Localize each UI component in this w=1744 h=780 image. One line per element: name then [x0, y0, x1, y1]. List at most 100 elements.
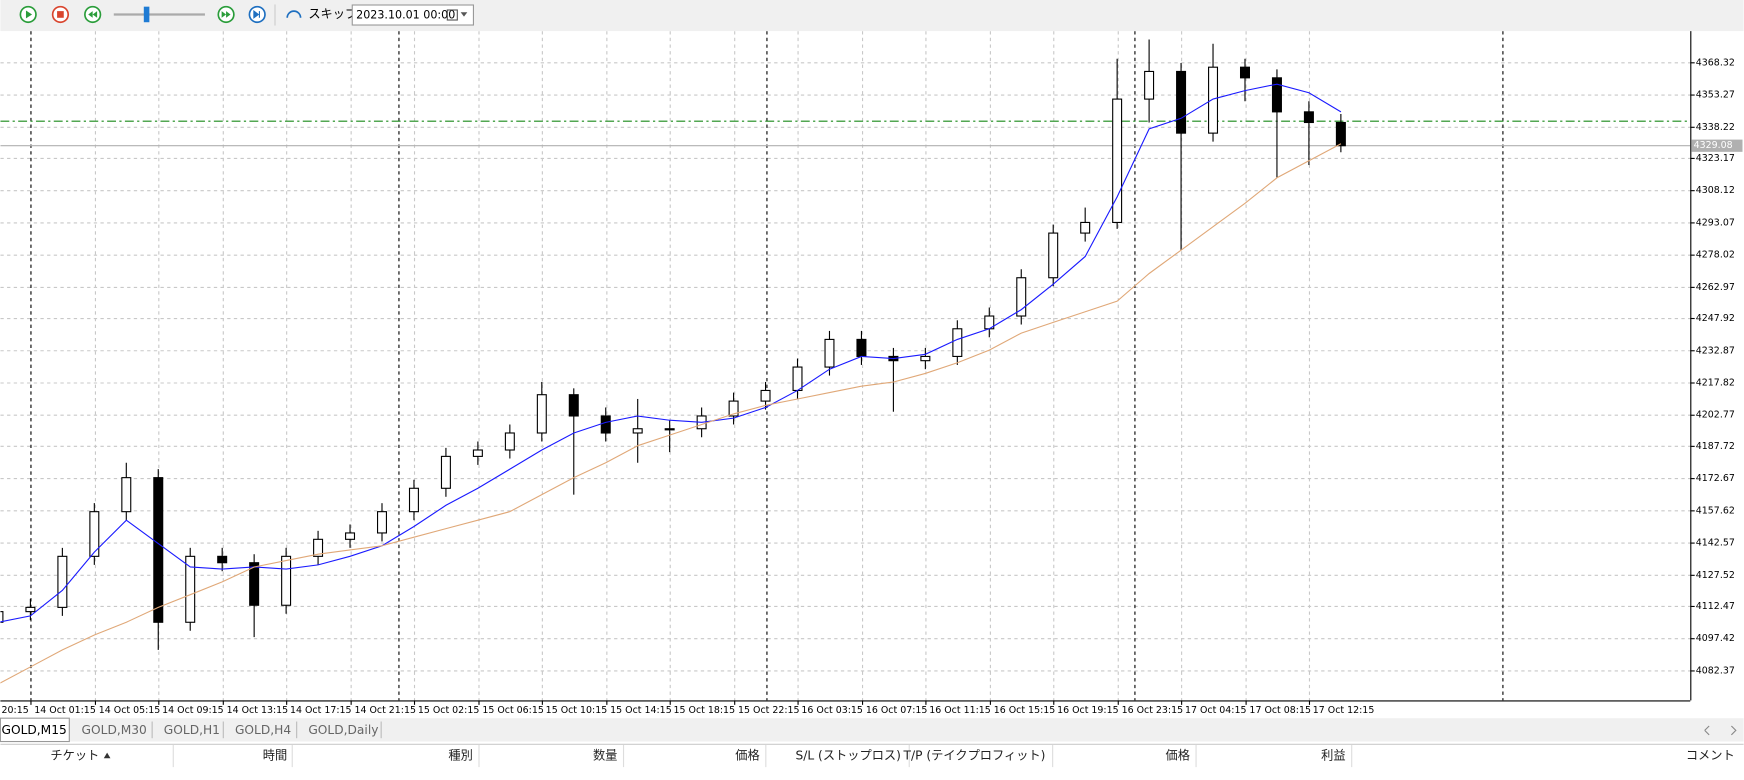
y-tick-label: 4368.32	[1696, 57, 1735, 68]
play-icon	[25, 10, 33, 19]
candle-body	[760, 389, 771, 402]
candle-body	[57, 555, 68, 608]
speed-slider-thumb[interactable]	[143, 6, 150, 23]
x-tick-label: 15 Oct 14:15	[610, 705, 672, 716]
toolbar-bg	[0, 0, 1744, 32]
tab-scroll[interactable]	[1704, 725, 1737, 736]
candle-body	[952, 328, 963, 357]
fast-forward-icon	[221, 11, 231, 18]
skip-label[interactable]: スキップ	[308, 7, 358, 21]
y-tick-label: 4097.42	[1696, 633, 1735, 644]
candle-body	[600, 415, 611, 434]
candle-body	[536, 394, 547, 434]
candle-body	[0, 611, 4, 623]
y-tick-label: 4278.02	[1696, 250, 1735, 261]
candle-body	[664, 428, 675, 431]
candle-body	[856, 338, 867, 357]
candle-body	[440, 455, 451, 489]
y-tick-label: 4217.82	[1696, 377, 1735, 388]
chart-bg	[0, 31, 1744, 716]
candle-body	[1208, 66, 1219, 134]
x-tick-label: 16 Oct 23:15	[1122, 705, 1184, 716]
moving-average-line	[0, 143, 1342, 684]
candle-body	[1239, 66, 1250, 79]
x-tick-label: 16 Oct 15:15	[994, 705, 1056, 716]
x-tick-label: 16 Oct 11:15	[929, 705, 991, 716]
y-tick-label: 4308.12	[1696, 185, 1735, 196]
x-tick-label: 14 Oct 09:15	[162, 705, 224, 716]
x-tick-label: 14 Oct 21:15	[354, 705, 416, 716]
column-header[interactable]: T/P (テイクプロフィット)	[903, 748, 1046, 762]
column-header[interactable]: 利益	[1321, 748, 1345, 762]
chart-overlay: 4082.37 4097.42 4112.47 4127.52 4142.57 4157.…	[0, 31, 1743, 716]
candle-body	[249, 562, 260, 606]
column-header[interactable]: コメント	[1686, 748, 1735, 762]
candle-body	[472, 449, 483, 457]
current-price-box	[1691, 139, 1743, 152]
column-header[interactable]: 種別	[448, 748, 472, 762]
candle-body	[313, 538, 324, 557]
column-header[interactable]: S/L (ストップロス)	[795, 748, 900, 762]
candle-body	[728, 400, 739, 417]
x-tick-label: 15 Oct 18:15	[674, 705, 736, 716]
candle-body	[376, 511, 387, 534]
y-tick-label: 4142.57	[1696, 538, 1735, 549]
candle-body	[1303, 111, 1314, 124]
x-tick-label: 15 Oct 10:15	[546, 705, 608, 716]
x-tick-label: 14 Oct 17:15	[290, 705, 352, 716]
y-tick-label: 4232.87	[1696, 345, 1735, 356]
candle-body	[1271, 77, 1282, 113]
candle-body	[824, 338, 835, 368]
candle-body	[1016, 277, 1027, 317]
candle-body	[25, 606, 36, 613]
column-header[interactable]: 時間	[263, 748, 287, 762]
candle-body	[1335, 121, 1346, 147]
x-tick-label: 16 Oct 19:15	[1057, 705, 1119, 716]
y-tick-label: 4247.92	[1696, 313, 1735, 324]
candle-body	[792, 366, 803, 392]
candle-body	[153, 477, 164, 623]
y-tick-label: 4202.77	[1696, 410, 1735, 421]
plot-area	[0, 31, 1691, 701]
candle-body	[1048, 232, 1059, 279]
y-tick-label: 4353.27	[1696, 90, 1735, 101]
moving-average-line	[0, 83, 1342, 623]
tab-active[interactable]	[0, 717, 70, 743]
x-tick-label: 17 Oct 08:15	[1249, 705, 1311, 716]
y-tick-label: 4172.67	[1696, 473, 1735, 484]
candle-body	[89, 511, 100, 557]
tab-label[interactable]: GOLD,Daily	[308, 723, 378, 737]
column-header[interactable]: 価格	[1166, 747, 1190, 762]
calendar-icon	[446, 9, 458, 21]
date-input[interactable]	[351, 4, 474, 26]
y-tick-label: 4187.72	[1696, 441, 1735, 452]
tab-label[interactable]: GOLD,H1	[164, 723, 220, 737]
candle-body	[281, 555, 292, 606]
date-text: 2023.10.01 00:00	[356, 9, 455, 22]
x-tick-label: 14 Oct 13:15	[227, 705, 289, 716]
column-header[interactable]: チケット	[50, 748, 99, 762]
candle-body	[568, 394, 579, 417]
x-tick-label: 16 Oct 07:15	[866, 705, 928, 716]
symbol-tabs: GOLD,M15 GOLD,M30 GOLD,H1 GOLD,H4 GOLD,Daily	[0, 717, 1744, 743]
header-bg	[0, 744, 1744, 776]
tab-label[interactable]: GOLD,M30	[82, 723, 147, 737]
column-header[interactable]: 数量	[593, 747, 617, 762]
column-header[interactable]: 価格	[735, 747, 759, 762]
y-tick-label: 4157.62	[1696, 505, 1735, 516]
x-tick-label: 17 Oct 04:15	[1185, 705, 1247, 716]
x-tick-label: 14 Oct 05:15	[99, 705, 161, 716]
tab-label[interactable]: GOLD,M15	[2, 723, 67, 737]
y-tick-label: 4082.37	[1696, 665, 1735, 676]
tab-label[interactable]: GOLD,H4	[235, 723, 291, 737]
x-tick-label: 15 Oct 22:15	[738, 705, 800, 716]
sort-arrow	[103, 752, 111, 759]
x-tick-label: 15 Oct 02:15	[418, 705, 480, 716]
y-tick-label: 4338.22	[1696, 122, 1735, 133]
candle-body	[920, 355, 931, 362]
y-tick-label: 4127.52	[1696, 570, 1735, 581]
candle-body	[1112, 98, 1123, 224]
candle-body	[632, 428, 643, 434]
y-tick-label: 4323.17	[1696, 153, 1735, 164]
